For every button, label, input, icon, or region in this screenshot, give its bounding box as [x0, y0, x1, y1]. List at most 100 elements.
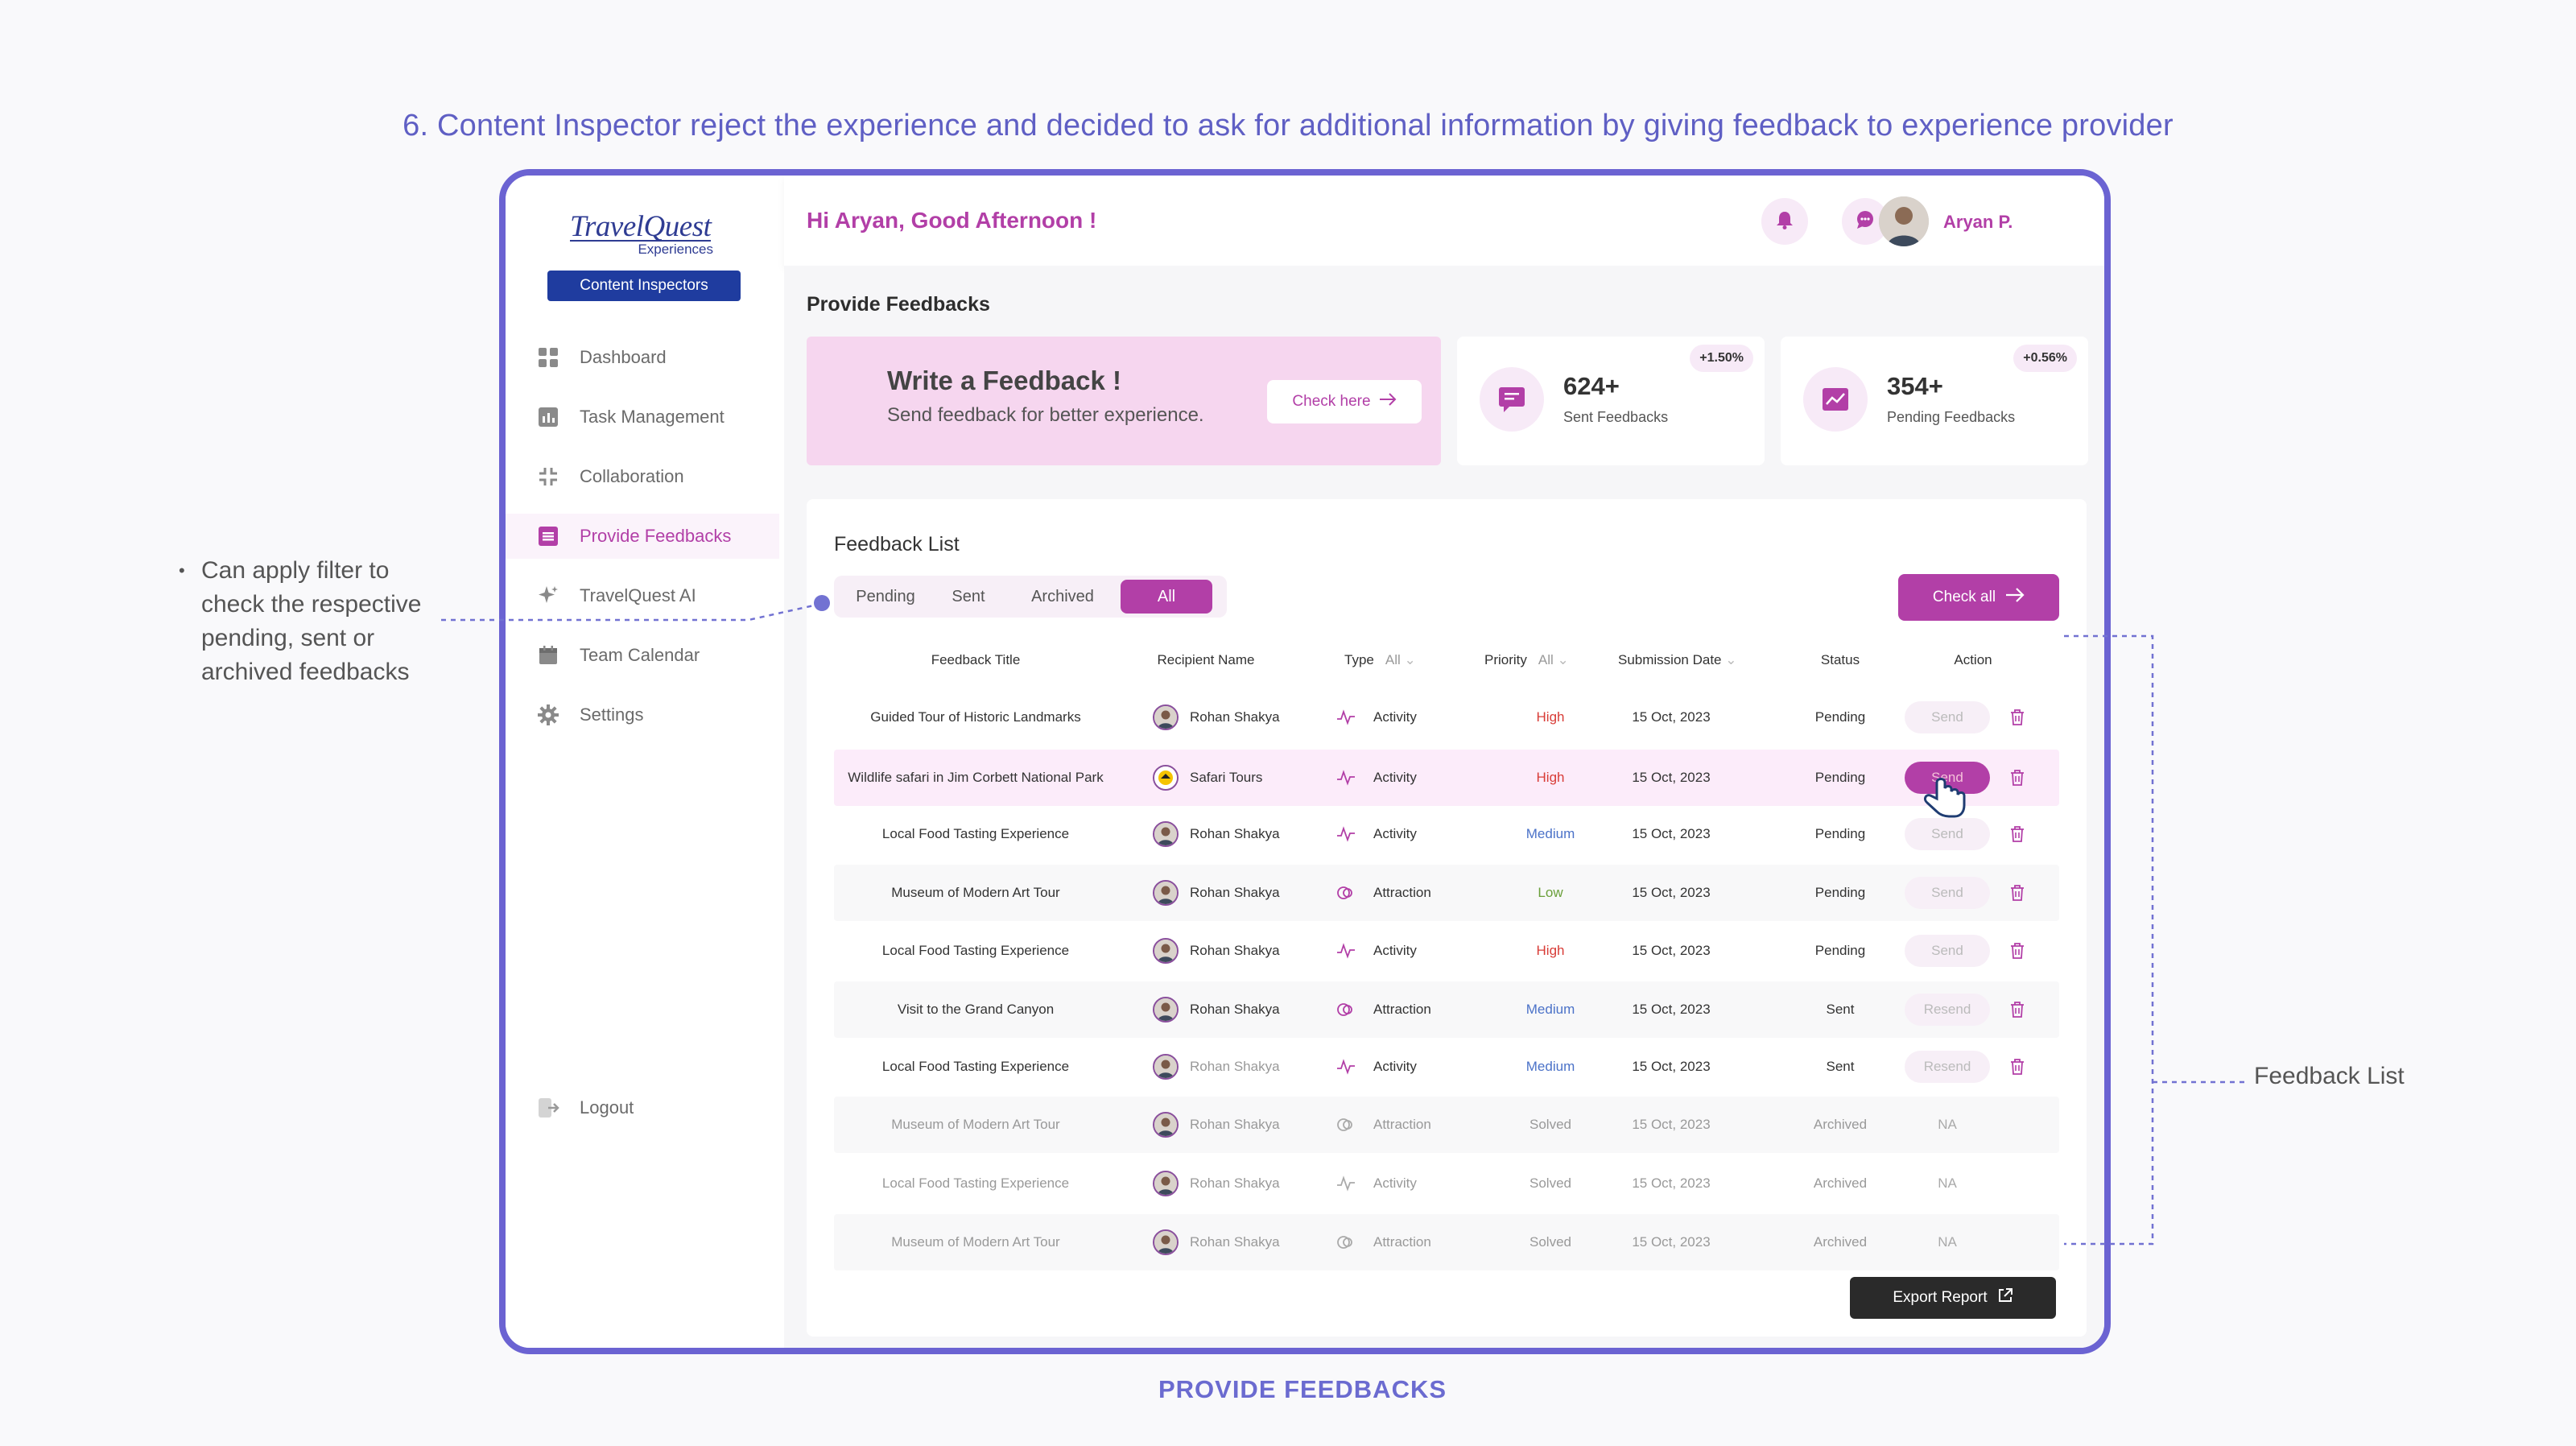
send-button[interactable]: Send	[1905, 762, 1990, 794]
avatar	[1153, 821, 1179, 847]
chevron-down-icon: ⌄	[1404, 652, 1416, 667]
table-row[interactable]: Local Food Tasting Experience Rohan Shak…	[834, 806, 2059, 862]
attraction-icon	[1336, 1116, 1359, 1134]
tab-archived[interactable]: Archived	[1031, 587, 1094, 605]
table-row[interactable]: Local Food Tasting Experience Rohan Shak…	[834, 1039, 2059, 1095]
status-label: Pending	[1814, 709, 1866, 725]
action-na: NA	[1938, 1175, 1957, 1191]
type-label: Attraction	[1373, 1002, 1431, 1017]
user-name[interactable]: Aryan P.	[1943, 212, 2013, 232]
table-row[interactable]: Local Food Tasting Experience Rohan Shak…	[834, 1155, 2059, 1212]
messages-button[interactable]	[1842, 198, 1889, 245]
greeting: Hi Aryan, Good Afternoon !	[807, 208, 1097, 233]
check-all-button[interactable]: Check all	[1898, 574, 2059, 621]
check-all-label: Check all	[1932, 589, 1996, 605]
trash-icon[interactable]	[2009, 941, 2027, 961]
sidebar-item-provide-feedbacks[interactable]: Provide Feedbacks	[506, 514, 779, 559]
sidebar-item-label: Provide Feedbacks	[580, 526, 732, 546]
sidebar-item-task-management[interactable]: Task Management	[506, 395, 779, 440]
col-action: Action	[1954, 652, 1992, 667]
col-submission-date[interactable]: Submission Date ⌄	[1618, 652, 1737, 668]
submission-date: 15 Oct, 2023	[1632, 1002, 1711, 1017]
table-row[interactable]: Museum of Modern Art Tour Rohan Shakya A…	[834, 1214, 2059, 1270]
resend-button[interactable]: Resend	[1905, 1051, 1990, 1083]
recipient-name: Rohan Shakya	[1190, 1059, 1280, 1074]
priority-label: Medium	[1525, 1002, 1575, 1017]
send-button[interactable]: Send	[1905, 701, 1990, 733]
table-row[interactable]: Wildlife safari in Jim Corbett National …	[834, 750, 2059, 806]
top-header: Hi Aryan, Good Afternoon ! Aryan P.	[784, 176, 2104, 266]
recipient-cell: Safari Tours	[1153, 750, 1262, 806]
send-button[interactable]: Send	[1905, 818, 1990, 850]
trash-icon[interactable]	[2009, 1057, 2027, 1076]
priority-label: High	[1536, 943, 1565, 958]
trash-icon[interactable]	[2009, 768, 2027, 787]
submission-date: 15 Oct, 2023	[1632, 709, 1711, 725]
export-report-button[interactable]: Export Report	[1850, 1277, 2056, 1319]
status-label: Archived	[1813, 1175, 1868, 1191]
chevron-down-icon: ⌄	[1557, 652, 1569, 667]
avatar	[1153, 938, 1179, 964]
user-avatar[interactable]	[1879, 196, 1929, 246]
attraction-icon	[1336, 884, 1359, 902]
priority-label: Solved	[1530, 1175, 1571, 1191]
send-button[interactable]: Send	[1905, 935, 1990, 967]
chevron-down-icon: ⌄	[1725, 652, 1737, 667]
logout-button[interactable]: Logout	[506, 1085, 779, 1130]
attraction-icon	[1336, 1233, 1359, 1251]
tab-all[interactable]: All	[1121, 580, 1212, 614]
feedback-title: Guided Tour of Historic Landmarks	[870, 709, 1081, 725]
status-label: Pending	[1814, 770, 1866, 785]
sidebar-item-travelquest-ai[interactable]: TravelQuest AI	[506, 573, 779, 618]
table-row[interactable]: Visit to the Grand Canyon Rohan Shakya A…	[834, 981, 2059, 1038]
recipient-name: Rohan Shakya	[1190, 1175, 1280, 1191]
status-label: Sent	[1826, 1002, 1855, 1017]
tab-pending[interactable]: Pending	[856, 587, 915, 605]
feedback-title: Local Food Tasting Experience	[881, 1175, 1070, 1191]
type-cell: Attraction	[1336, 865, 1431, 921]
table-row[interactable]: Museum of Modern Art Tour Rohan Shakya A…	[834, 1097, 2059, 1153]
resend-button[interactable]: Resend	[1905, 994, 1990, 1026]
trash-icon[interactable]	[2009, 708, 2027, 727]
activity-icon	[1336, 1175, 1359, 1192]
type-label: Attraction	[1373, 1117, 1431, 1132]
pending-feedbacks-card: 354+ Pending Feedbacks +0.56%	[1781, 337, 2088, 465]
feedback-icon	[536, 524, 560, 548]
trash-icon[interactable]	[2009, 883, 2027, 903]
type-label: Activity	[1373, 709, 1417, 725]
feedback-list-title: Feedback List	[834, 533, 960, 556]
trash-icon[interactable]	[2009, 1000, 2027, 1019]
submission-date: 15 Oct, 2023	[1632, 826, 1711, 841]
page-heading: 6. Content Inspector reject the experien…	[402, 109, 2174, 143]
col-type[interactable]: Type All ⌄	[1344, 652, 1416, 668]
sidebar-item-collaboration[interactable]: Collaboration	[506, 454, 779, 499]
sidebar-item-team-calendar[interactable]: Team Calendar	[506, 633, 779, 678]
recipient-name: Rohan Shakya	[1190, 709, 1280, 725]
type-cell: Attraction	[1336, 981, 1431, 1038]
recipient-name: Safari Tours	[1190, 770, 1263, 785]
submission-date: 15 Oct, 2023	[1632, 1117, 1711, 1132]
recipient-cell: Rohan Shakya	[1153, 1155, 1280, 1212]
col-priority-label: Priority	[1484, 652, 1527, 667]
col-priority[interactable]: Priority All ⌄	[1484, 652, 1569, 668]
chat-icon	[1855, 209, 1876, 234]
activity-icon	[1336, 1059, 1359, 1075]
tab-sent[interactable]: Sent	[952, 587, 985, 605]
notification-button[interactable]	[1761, 198, 1808, 245]
sidebar-item-dashboard[interactable]: Dashboard	[506, 335, 779, 380]
filter-tabs: Pending Sent Archived All	[834, 576, 1227, 618]
status-label: Pending	[1814, 885, 1866, 900]
recipient-cell: Rohan Shakya	[1153, 1039, 1280, 1095]
check-here-button[interactable]: Check here	[1267, 380, 1422, 423]
trash-icon[interactable]	[2009, 824, 2027, 844]
send-button[interactable]: Send	[1905, 877, 1990, 909]
avatar	[1153, 704, 1179, 730]
recipient-name: Rohan Shakya	[1190, 1234, 1280, 1250]
logo-subtext: Experiences	[638, 242, 713, 257]
type-cell: Attraction	[1336, 1214, 1431, 1270]
table-row[interactable]: Local Food Tasting Experience Rohan Shak…	[834, 923, 2059, 979]
table-row[interactable]: Guided Tour of Historic Landmarks Rohan …	[834, 689, 2059, 746]
table-row[interactable]: Museum of Modern Art Tour Rohan Shakya A…	[834, 865, 2059, 921]
sidebar-item-settings[interactable]: Settings	[506, 692, 779, 737]
action-cell: Send	[1905, 865, 2027, 921]
